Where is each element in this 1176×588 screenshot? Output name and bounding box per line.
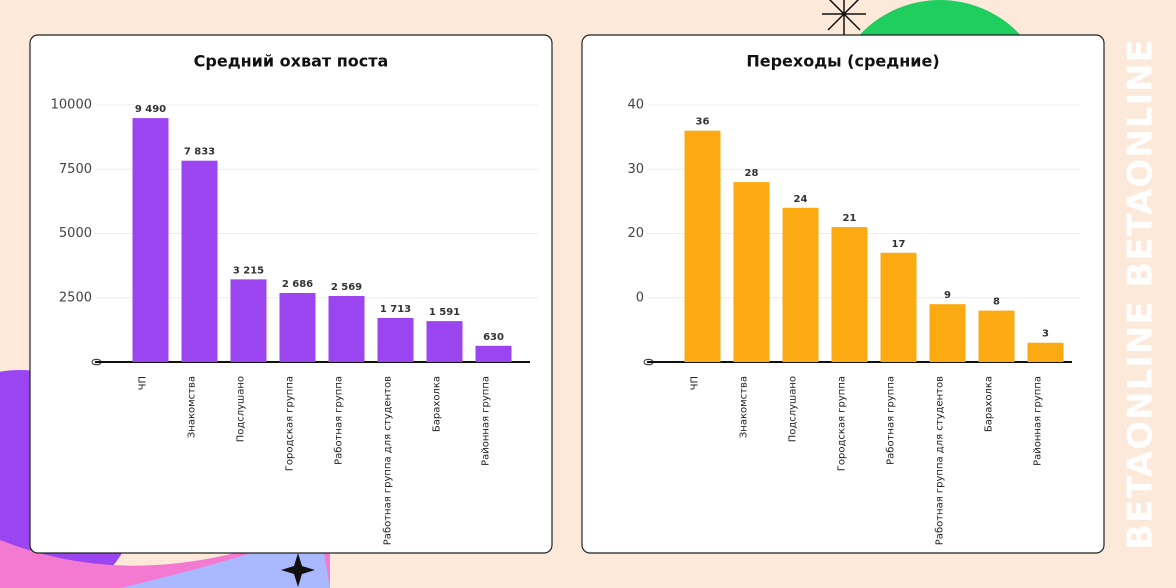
value-label: 1 713 [380,304,411,315]
value-label: 28 [745,168,759,179]
x-tick-label: Работная группа [334,376,345,465]
x-tick-label: Барахолка [984,376,995,432]
x-tick-label: Работная группа [886,376,897,465]
value-label: 9 490 [135,104,166,115]
value-label: 630 [483,332,504,343]
value-label: 2 686 [282,279,313,290]
x-tick-label: Знакомства [739,376,750,438]
bar [132,118,169,363]
y-tick-label: 0 [636,290,644,305]
x-tick-label: Подслушано [788,376,799,442]
value-label: 2 569 [331,282,362,293]
x-tick-label: Городская группа [837,376,848,471]
x-tick-label: Знакомства [187,376,198,438]
bar [978,310,1015,362]
bar [230,279,267,362]
side-text: BETAONLINE BETAONLINE [1121,38,1161,550]
value-label: 1 591 [429,307,460,318]
x-tick-label: Подслушано [236,376,247,442]
y-tick-label: 20 [627,226,644,241]
bar [733,182,770,362]
bar [880,252,917,362]
value-label: 8 [993,297,1000,308]
bar [475,345,512,362]
value-label: 3 [1042,329,1049,340]
bar [1027,342,1064,362]
y-tick-label: 40 [627,98,644,113]
bar [426,321,463,362]
value-label: 17 [892,239,906,250]
y-tick-label: 30 [627,162,644,177]
decor-wave [120,530,330,588]
chart-title: Средний охват поста [194,52,389,71]
x-tick-label: Работная группа для студентов [935,376,946,545]
y-tick-label: 10000 [51,98,92,113]
bar [377,317,414,362]
x-tick-label: Районная группа [1033,376,1044,466]
bar [181,160,218,362]
x-tick-label: ЧП [138,376,149,390]
bar [831,227,868,362]
y-tick-label: 7500 [59,162,92,177]
x-tick-label: ЧП [690,376,701,390]
chart-title: Переходы (средние) [746,52,939,71]
bar [279,292,316,362]
bar [929,304,966,362]
x-tick-label: Городская группа [285,376,296,471]
x-tick-label: Районная группа [481,376,492,466]
decor-star [281,553,315,587]
decor-burst [822,0,866,36]
value-label: 21 [843,213,857,224]
value-label: 36 [696,117,710,128]
value-label: 9 [944,290,951,301]
y-tick-label: 2500 [59,290,92,305]
y-tick-label: 5000 [59,226,92,241]
value-label: 3 215 [233,265,264,276]
bar [328,295,365,362]
value-label: 24 [794,194,808,205]
bar [684,130,721,362]
value-label: 7 833 [184,147,215,158]
bar [782,207,819,362]
x-tick-label: Барахолка [432,376,443,432]
x-tick-label: Работная группа для студентов [383,376,394,545]
